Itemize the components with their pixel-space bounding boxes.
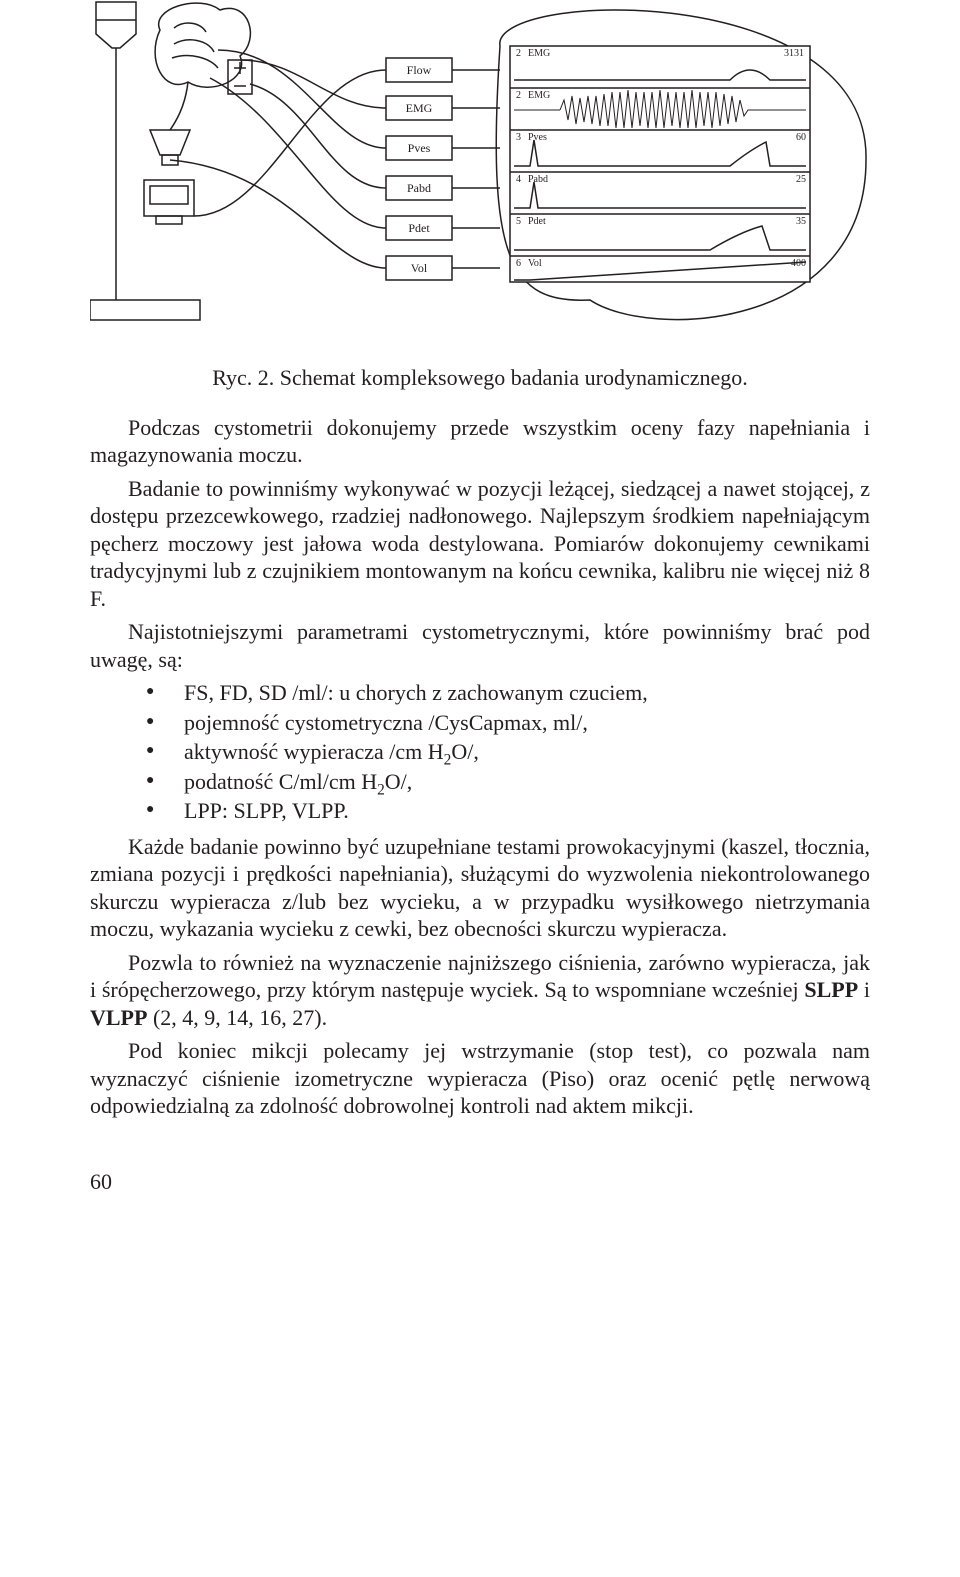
figure-urodynamic-schematic: Flow EMG Pves Pabd Pdet Vol bbox=[90, 0, 870, 340]
svg-text:4: 4 bbox=[516, 174, 521, 185]
paragraph-6: Pod koniec mikcji polecamy jej wstrzyman… bbox=[90, 1037, 870, 1120]
fig-label-pdet: Pdet bbox=[408, 221, 430, 235]
svg-text:25: 25 bbox=[796, 174, 806, 185]
fig-label-vol: Vol bbox=[411, 261, 428, 275]
paragraph-5: Pozwla to również na wyznaczenie najniżs… bbox=[90, 949, 870, 1032]
figure-caption: Ryc. 2. Schemat kompleksowego badania ur… bbox=[90, 364, 870, 392]
bullet-4: podatność C/ml/cm H2O/, bbox=[146, 768, 870, 796]
svg-text:Pdet: Pdet bbox=[528, 216, 546, 227]
svg-text:6: 6 bbox=[516, 258, 521, 269]
paragraph-1: Podczas cystometrii dokonujemy przede ws… bbox=[90, 414, 870, 469]
svg-text:60: 60 bbox=[796, 132, 806, 143]
svg-text:Pabd: Pabd bbox=[528, 174, 548, 185]
svg-text:3: 3 bbox=[516, 132, 521, 143]
svg-text:Vol: Vol bbox=[528, 258, 542, 269]
bullet-1: FS, FD, SD /ml/: u chorych z zachowanym … bbox=[146, 679, 870, 707]
fig-label-pabd: Pabd bbox=[407, 181, 431, 195]
bullet-list: FS, FD, SD /ml/: u chorych z zachowanym … bbox=[90, 679, 870, 825]
svg-text:Pves: Pves bbox=[528, 132, 547, 143]
svg-text:400: 400 bbox=[791, 258, 806, 269]
paragraph-3: Najistotniejszymi parametrami cystometry… bbox=[90, 618, 870, 673]
bullet-3: aktywność wypieracza /cm H2O/, bbox=[146, 738, 870, 766]
paragraph-2: Badanie to powinniśmy wykonywać w pozycj… bbox=[90, 475, 870, 613]
svg-text:EMG: EMG bbox=[528, 48, 550, 59]
svg-text:2: 2 bbox=[516, 90, 521, 101]
figure-label-boxes: Flow EMG Pves Pabd Pdet Vol bbox=[386, 58, 452, 280]
paragraph-4: Każde badanie powinno być uzupełniane te… bbox=[90, 833, 870, 943]
svg-text:EMG: EMG bbox=[528, 90, 550, 101]
bullet-5: LPP: SLPP, VLPP. bbox=[146, 797, 870, 825]
svg-text:35: 35 bbox=[796, 216, 806, 227]
svg-text:5: 5 bbox=[516, 216, 521, 227]
svg-text:2: 2 bbox=[516, 48, 521, 59]
fig-label-pves: Pves bbox=[408, 141, 431, 155]
svg-text:31: 31 bbox=[794, 48, 804, 59]
svg-text:31: 31 bbox=[784, 48, 794, 59]
fig-label-emg: EMG bbox=[406, 101, 433, 115]
page-number: 60 bbox=[90, 1168, 870, 1196]
bullet-2: pojemność cystometryczna /CysCapmax, ml/… bbox=[146, 709, 870, 737]
fig-label-flow: Flow bbox=[407, 63, 432, 77]
